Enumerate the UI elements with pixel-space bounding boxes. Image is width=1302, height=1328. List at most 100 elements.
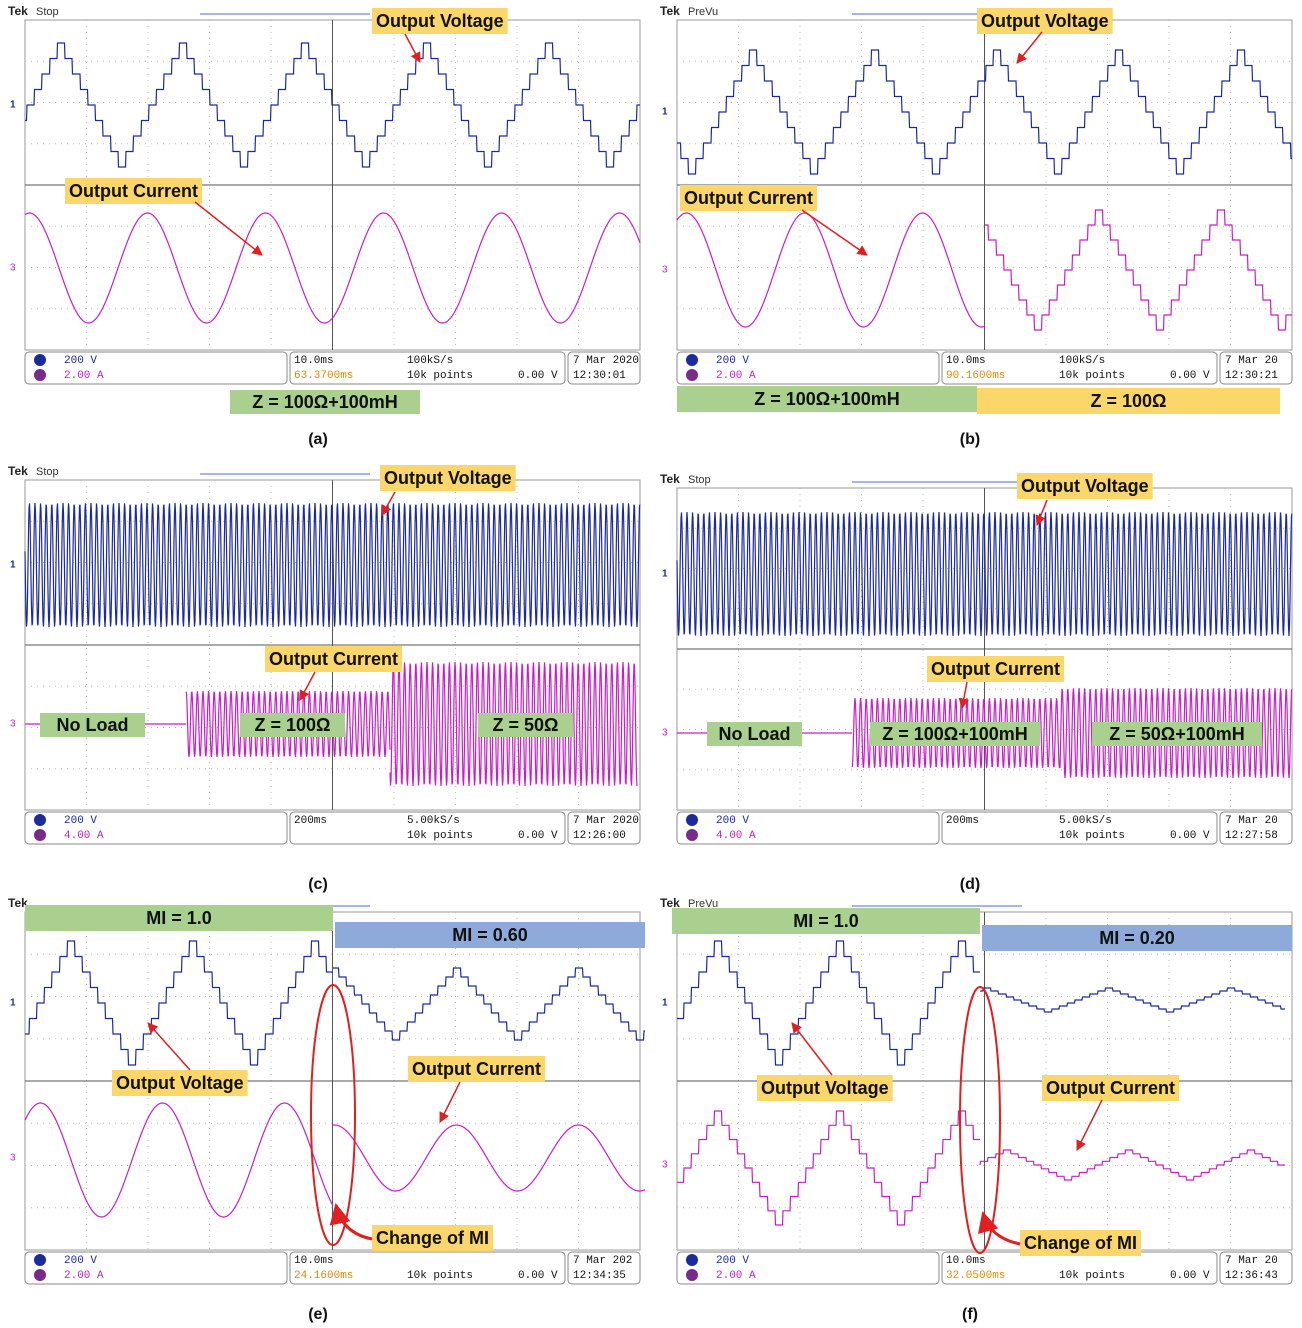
status: PreVu bbox=[688, 6, 718, 18]
label-text: No Load bbox=[57, 715, 129, 735]
date: 7 Mar 2020 bbox=[573, 355, 639, 367]
channel-marker: 3 bbox=[10, 263, 16, 274]
date: 7 Mar 20 bbox=[1225, 1255, 1278, 1267]
trigger-position: 63.3700ms bbox=[294, 370, 353, 382]
caption: (a) bbox=[308, 431, 328, 448]
channel-marker: 3 bbox=[10, 719, 16, 730]
channel-marker: 1 bbox=[10, 100, 16, 111]
ch-icon bbox=[34, 1269, 46, 1281]
trigger-position: 90.1600ms bbox=[946, 370, 1005, 382]
time: 12:36:43 bbox=[1225, 1270, 1278, 1282]
record-length: 10k points bbox=[1059, 1270, 1125, 1282]
scope-panel: TekStop13200 V4.00 A200ms5.00kS/s10k poi… bbox=[660, 472, 1292, 893]
label-text: Output Voltage bbox=[376, 11, 504, 31]
date: 7 Mar 20 bbox=[1225, 355, 1278, 367]
timebase: 10.0ms bbox=[294, 1255, 334, 1267]
ch1-scale: 200 V bbox=[716, 355, 749, 367]
trigger-position: 32.0500ms bbox=[946, 1270, 1005, 1282]
label-text: Z = 50Ω bbox=[493, 715, 559, 735]
timebase: 10.0ms bbox=[946, 355, 986, 367]
label-text: Z = 100Ω bbox=[255, 715, 331, 735]
brand: Tek bbox=[8, 4, 28, 18]
record-length: 10k points bbox=[407, 370, 473, 382]
time: 12:34:35 bbox=[573, 1270, 626, 1282]
trigger-position: 24.1600ms bbox=[294, 1270, 353, 1282]
scope-panel: Tek13200 V2.00 A10.0ms24.1600ms10k point… bbox=[8, 896, 645, 1323]
trigger-level: 0.00 V bbox=[518, 830, 558, 842]
sample-rate: 5.00kS/s bbox=[407, 815, 460, 827]
label-text: Z = 100Ω+100mH bbox=[252, 392, 398, 412]
ch3-scale: 2.00 A bbox=[64, 370, 104, 382]
date: 7 Mar 20 bbox=[1225, 815, 1278, 827]
channel-marker: 3 bbox=[662, 1160, 668, 1171]
date: 7 Mar 202 bbox=[573, 1255, 632, 1267]
time: 12:30:01 bbox=[573, 370, 626, 382]
brand: Tek bbox=[660, 472, 680, 486]
brand: Tek bbox=[660, 4, 680, 18]
ch3-scale: 2.00 A bbox=[64, 1270, 104, 1282]
record-length: 10k points bbox=[407, 1270, 473, 1282]
status: Stop bbox=[36, 6, 59, 18]
date: 7 Mar 2020 bbox=[573, 815, 639, 827]
label-text: MI = 1.0 bbox=[146, 908, 212, 928]
label-text: Output Current bbox=[684, 188, 813, 208]
ch-icon bbox=[34, 1254, 46, 1266]
ch-icon bbox=[686, 369, 698, 381]
ch1-scale: 200 V bbox=[64, 1255, 97, 1267]
channel-marker: 1 bbox=[10, 998, 16, 1009]
ch3-scale: 2.00 A bbox=[716, 370, 756, 382]
ch-icon bbox=[686, 1254, 698, 1266]
ch1-scale: 200 V bbox=[716, 1255, 749, 1267]
status: Stop bbox=[36, 466, 59, 478]
ch3-scale: 2.00 A bbox=[716, 1270, 756, 1282]
label-text: Output Voltage bbox=[981, 11, 1109, 31]
trigger-level: 0.00 V bbox=[1170, 370, 1210, 382]
record-length: 10k points bbox=[1059, 830, 1125, 842]
channel-marker: 3 bbox=[662, 265, 668, 276]
ch-icon bbox=[686, 814, 698, 826]
label-text: Output Current bbox=[412, 1059, 541, 1079]
ch1-scale: 200 V bbox=[716, 815, 749, 827]
label-text: Change of MI bbox=[1024, 1233, 1137, 1253]
time: 12:30:21 bbox=[1225, 370, 1278, 382]
channel-marker: 1 bbox=[10, 560, 16, 571]
time: 12:27:58 bbox=[1225, 830, 1278, 842]
record-length: 10k points bbox=[1059, 370, 1125, 382]
caption: (d) bbox=[960, 876, 980, 893]
channel-marker: 1 bbox=[662, 569, 668, 580]
timebase: 10.0ms bbox=[294, 355, 334, 367]
timebase: 10.0ms bbox=[946, 1255, 986, 1267]
ch-icon bbox=[34, 354, 46, 366]
sample-rate: 100kS/s bbox=[1059, 355, 1105, 367]
label-text: Z = 100Ω+100mH bbox=[882, 724, 1028, 744]
scope-panel: TekStop13200 V4.00 A200ms5.00kS/s10k poi… bbox=[8, 464, 640, 893]
status: Stop bbox=[688, 474, 711, 486]
ch-icon bbox=[34, 829, 46, 841]
sample-rate: 5.00kS/s bbox=[1059, 815, 1112, 827]
label-text: Z = 100Ω+100mH bbox=[754, 389, 900, 409]
figure: Tek Stop 1 3 200 V 2.00 A 10.0ms 63.3700ms 100kS… bbox=[0, 0, 1302, 1328]
label-text: No Load bbox=[719, 724, 791, 744]
record-length: 10k points bbox=[407, 830, 473, 842]
caption: (b) bbox=[960, 431, 980, 448]
ch-icon bbox=[686, 354, 698, 366]
label-text: Output Voltage bbox=[384, 468, 512, 488]
channel-marker: 1 bbox=[662, 998, 668, 1009]
time: 12:26:00 bbox=[573, 830, 626, 842]
trigger-level: 0.00 V bbox=[1170, 1270, 1210, 1282]
label-text: Z = 50Ω+100mH bbox=[1109, 724, 1245, 744]
label-text: Output Current bbox=[69, 181, 198, 201]
timebase: 200ms bbox=[294, 815, 327, 827]
caption: (e) bbox=[308, 1306, 328, 1323]
caption: (c) bbox=[308, 876, 328, 893]
ch-icon bbox=[686, 829, 698, 841]
label-text: Z = 100Ω bbox=[1091, 391, 1167, 411]
ch-icon bbox=[34, 369, 46, 381]
label-text: Change of MI bbox=[376, 1228, 489, 1248]
label-text: Output Voltage bbox=[116, 1073, 244, 1093]
label-text: MI = 1.0 bbox=[793, 911, 859, 931]
caption: (f) bbox=[962, 1306, 978, 1323]
